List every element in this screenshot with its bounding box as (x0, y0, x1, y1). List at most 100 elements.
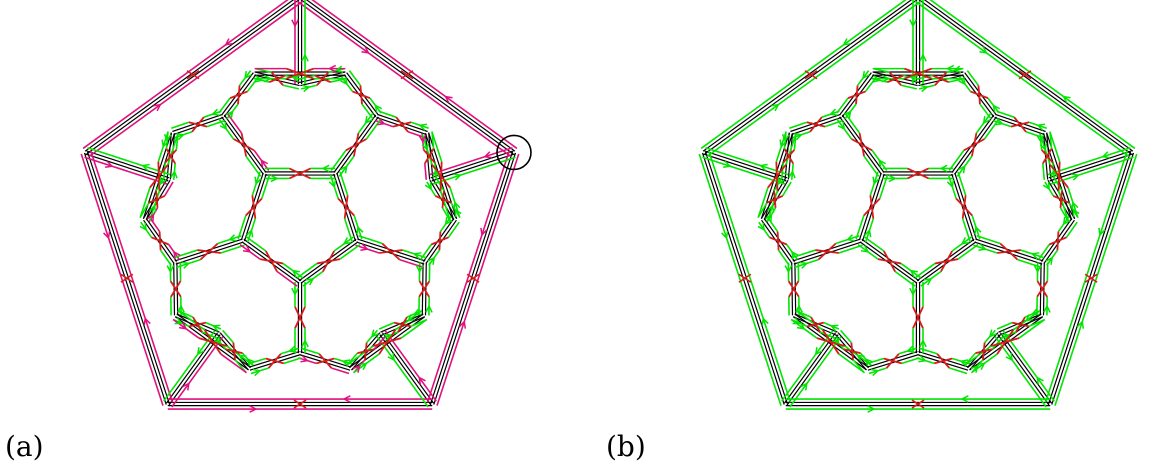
loop-strand (1065, 221, 1078, 238)
loop-strand (1002, 330, 1055, 402)
arrow-head (939, 164, 948, 173)
graph-edge (861, 173, 885, 242)
graph-edge (763, 179, 789, 221)
arrow-head (163, 133, 172, 143)
graph-edge (1047, 179, 1073, 221)
graph-edge (872, 71, 919, 84)
loop-strand (983, 118, 1000, 140)
arrow-head (829, 324, 839, 332)
crossings (120, 67, 480, 409)
graph-edge (966, 332, 999, 369)
arrow-head (174, 317, 184, 325)
arrow-head (153, 103, 162, 112)
loop-strand (791, 249, 816, 259)
arrow-head (444, 95, 453, 104)
crossing-x (883, 353, 903, 369)
graph-edge (858, 172, 882, 241)
graph-edge (143, 219, 175, 264)
graph-edge (918, 74, 964, 87)
arrow-head (779, 139, 787, 149)
arrow-head (1001, 333, 1011, 341)
graph-edge (761, 219, 793, 264)
arrow-head (300, 355, 309, 363)
loop-strand (378, 321, 395, 330)
arrow-head (1062, 95, 1071, 104)
graph-edge (243, 173, 267, 242)
arrow-head (341, 359, 351, 367)
graph-edge (379, 334, 432, 406)
loop-strand (976, 235, 1001, 245)
graph-edge (1042, 133, 1049, 180)
arrow-head (992, 104, 1001, 113)
arrow-head (141, 163, 150, 172)
loop-strand (996, 321, 1013, 330)
crossing-x (933, 353, 953, 369)
arrow-head (301, 339, 309, 348)
loop-strand (796, 310, 824, 331)
arrow-head (970, 364, 979, 373)
graph-edge (995, 113, 1046, 133)
crossing-x (422, 148, 436, 165)
arrow-head (249, 405, 258, 413)
arrow-head (959, 359, 969, 367)
graph-edge (142, 178, 168, 219)
loop-strand (965, 345, 992, 366)
arrow-head (244, 71, 252, 80)
arrow-head (1030, 252, 1040, 260)
graph-edge (917, 354, 969, 371)
graph-edge (175, 316, 219, 336)
graph-edge (859, 241, 918, 284)
loop-strand (296, 0, 512, 158)
graph-edge (299, 71, 346, 84)
arrow-head (453, 173, 462, 181)
arrow-head (480, 227, 488, 237)
loop-strand (702, 156, 786, 185)
arrow-head (387, 353, 396, 362)
loop-strand (226, 112, 243, 134)
arrow-head (978, 243, 987, 251)
arrow-head (425, 304, 433, 313)
arrow-head (182, 382, 190, 391)
loop-strand (439, 190, 452, 222)
arrow-head (909, 19, 917, 28)
crossing-x (245, 195, 263, 219)
arrow-head (1036, 123, 1045, 131)
loop-strand (282, 84, 300, 90)
crossing-x (148, 190, 166, 208)
arrows (721, 19, 1110, 413)
loop-strand (447, 221, 460, 238)
crossing-x (1084, 273, 1098, 283)
graph-edge (763, 218, 796, 262)
graph-edge (248, 350, 300, 368)
arrow-head (1036, 134, 1045, 144)
arrow-head (923, 277, 933, 286)
graph-edge (791, 262, 794, 316)
arrow-head (406, 314, 416, 322)
arrow-head (213, 336, 222, 345)
arrow-head (945, 64, 955, 73)
graph-edge (951, 173, 975, 242)
arrow-head (784, 265, 793, 274)
graph-edge (219, 332, 252, 369)
crossing-x (787, 280, 800, 298)
graph-edge (430, 150, 514, 179)
graph-edge (763, 133, 794, 220)
arrow-head (988, 329, 997, 338)
graph-edge (221, 116, 264, 175)
crossing-x (904, 67, 932, 80)
loop-strand (400, 318, 428, 339)
crossing-x (851, 132, 873, 157)
arrow-head (342, 395, 351, 403)
arrow-head (906, 345, 915, 353)
arrow-head (483, 151, 492, 159)
graph-edge (377, 113, 428, 133)
loop-strand (311, 0, 518, 150)
crossing-x (991, 329, 1020, 355)
loop-strand (373, 336, 386, 350)
crossing-x (806, 116, 826, 133)
arrow-head (856, 354, 865, 362)
loop-strand (929, 0, 1136, 150)
loop-strand (348, 70, 362, 86)
arrow-head (377, 118, 386, 126)
arrow-head (305, 277, 315, 286)
